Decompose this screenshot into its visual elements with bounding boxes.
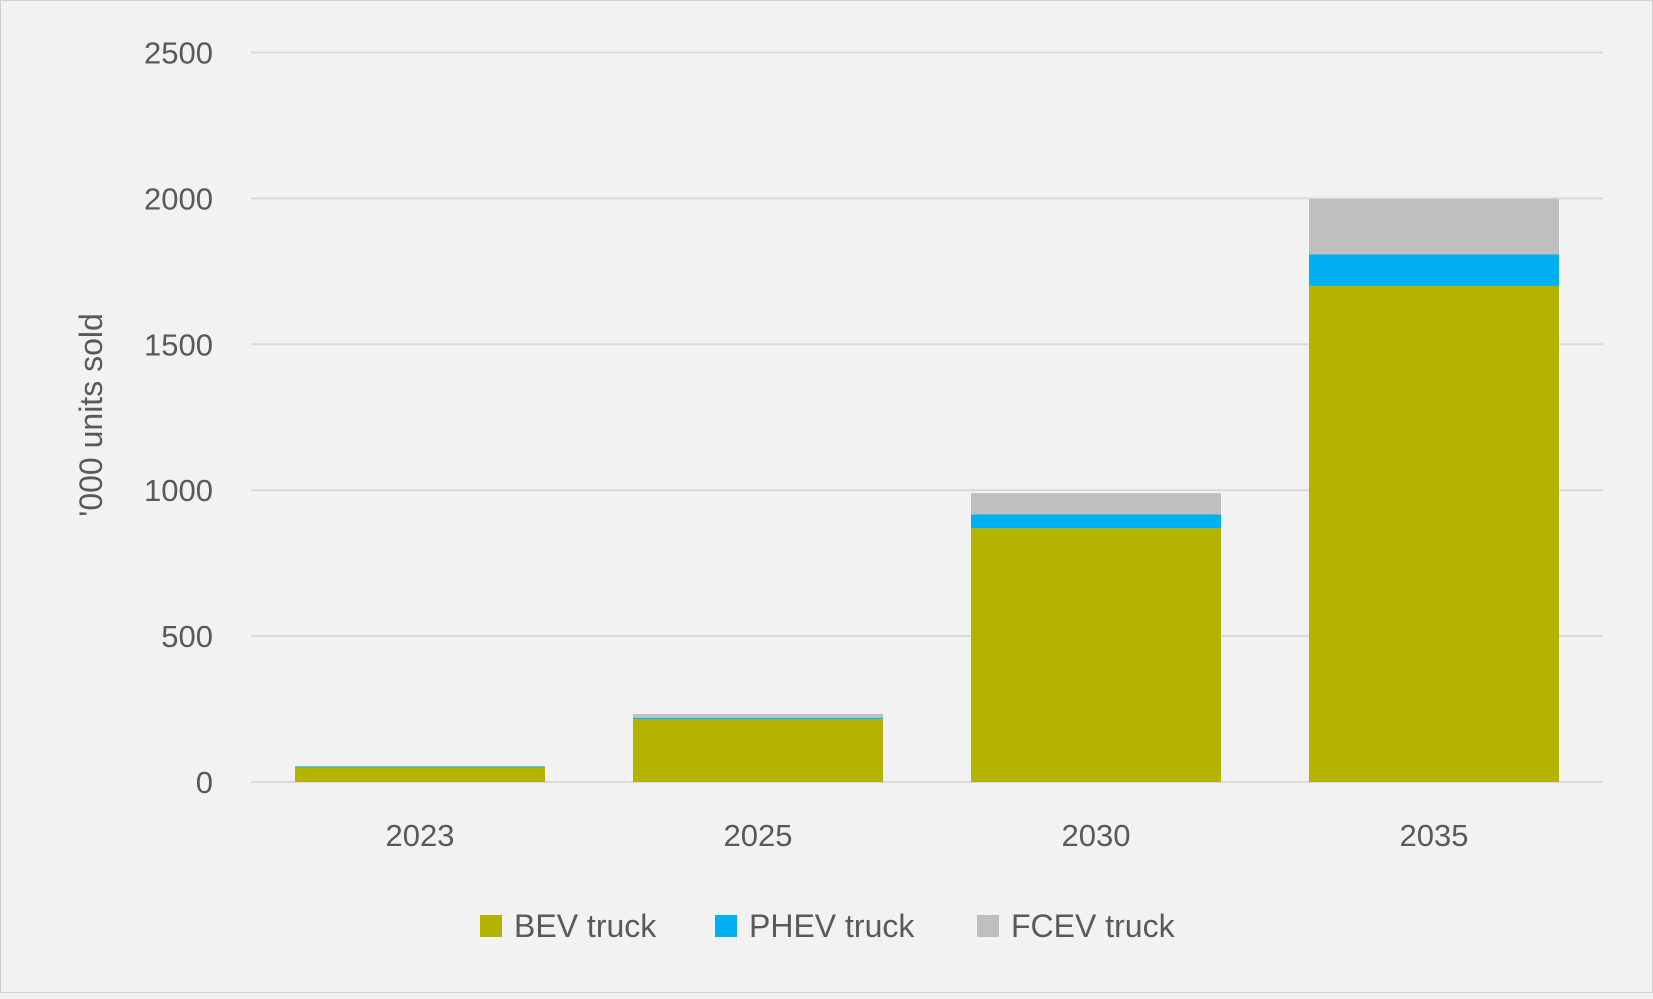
- bar-phev-truck-2023: [295, 766, 545, 768]
- x-tick-label: 2035: [1400, 818, 1469, 853]
- y-tick-label: 1500: [144, 327, 213, 362]
- y-tick-label: 0: [196, 765, 213, 800]
- x-tick-label: 2023: [386, 818, 455, 853]
- bar-bev-truck-2023: [295, 767, 545, 782]
- y-tick-label: 2000: [144, 181, 213, 216]
- bar-bev-truck-2025: [633, 719, 883, 782]
- bar-phev-truck-2030: [971, 514, 1221, 529]
- legend-swatch: [977, 915, 999, 937]
- bar-bev-truck-2035: [1309, 285, 1559, 782]
- bars: [295, 198, 1559, 782]
- bar-fcev-truck-2030: [971, 493, 1221, 515]
- legend-swatch: [715, 915, 737, 937]
- bar-fcev-truck-2035: [1309, 198, 1559, 255]
- bar-bev-truck-2030: [971, 528, 1221, 782]
- y-axis-label: '000 units sold: [73, 313, 109, 517]
- legend-item: FCEV truck: [977, 908, 1176, 944]
- y-tick-label: 500: [161, 619, 213, 654]
- legend-label: BEV truck: [514, 908, 657, 944]
- legend: BEV truck PHEV truck FCEV truck: [480, 908, 1176, 944]
- legend-item: BEV truck: [480, 908, 657, 944]
- y-axis-ticks: 0 500 1000 1500 2000 2500: [144, 36, 213, 801]
- legend-item: PHEV truck: [715, 908, 915, 944]
- bar-phev-truck-2025: [633, 717, 883, 720]
- legend-swatch: [480, 915, 502, 937]
- bar-phev-truck-2035: [1309, 254, 1559, 286]
- legend-label: FCEV truck: [1011, 908, 1176, 944]
- y-tick-label: 1000: [144, 473, 213, 508]
- bar-fcev-truck-2025: [633, 714, 883, 718]
- legend-label: PHEV truck: [749, 908, 915, 944]
- x-axis-ticks: 2023 2025 2030 2035: [386, 818, 1469, 853]
- y-tick-label: 2500: [144, 36, 213, 71]
- x-tick-label: 2025: [724, 818, 793, 853]
- bar-fcev-truck-2023: [295, 765, 545, 767]
- x-tick-label: 2030: [1062, 818, 1131, 853]
